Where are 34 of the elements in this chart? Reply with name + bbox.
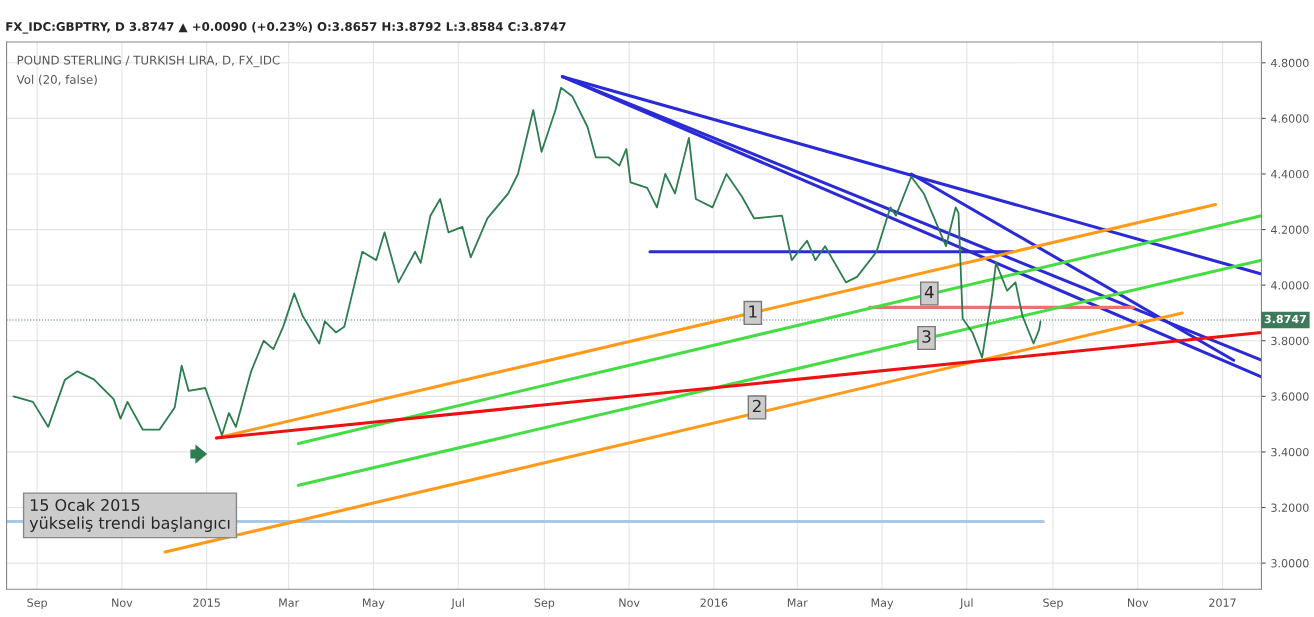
x-tick-label: Sep	[27, 598, 48, 610]
x-tick-label: Nov	[619, 598, 640, 607]
y-tick-label: 3.8000	[1271, 336, 1309, 346]
y-tick-label: 4.6000	[1271, 114, 1309, 123]
y-tick-label: 3.6000	[1271, 392, 1309, 401]
x-tick-label: Jul	[450, 598, 464, 609]
y-tick-label: 3.2000	[1271, 503, 1309, 512]
x-tick-label: Jul	[959, 598, 973, 609]
x-tick-label: Sep	[1043, 598, 1063, 610]
y-tick-label: 4.4000	[1271, 169, 1309, 179]
x-tick-label: Sep	[534, 598, 555, 610]
x-tick-label: 2017	[1209, 598, 1236, 607]
annotation: 3	[922, 330, 931, 343]
x-tick-label: Nov	[1128, 598, 1149, 607]
y-tick-label: 3.0000	[1271, 559, 1309, 568]
x-tick-label: Mar	[787, 598, 808, 607]
x-tick-label: Mar	[279, 598, 300, 607]
chart-title: FX_IDC:GBPTRY, D 3.8747 ▲ +0.0090 (+0.23%) O:3.8657 H:3.8792 L:3.8584 C:3.8747	[6, 21, 566, 34]
y-tick-label: 4.8000	[1271, 58, 1309, 68]
annotation: 2	[752, 399, 761, 413]
x-tick-label: May	[363, 598, 385, 610]
annotation: 15 Ocak 2015 yükseliş trendi başlangıcı	[29, 498, 230, 533]
ref-line-label: 3.8747	[1264, 314, 1306, 324]
text: POUND STERLING / TURKISH LIRA, D, FX_IDC	[17, 55, 280, 68]
x-tick-label: 2015	[193, 598, 220, 607]
y-tick-label: 4.2000	[1271, 225, 1309, 234]
y-tick-label: 4.0000	[1271, 281, 1309, 290]
x-tick-label: 2016	[700, 598, 728, 607]
y-tick-label: 3.4000	[1271, 447, 1309, 457]
annotation: Vol (20, false)	[16, 74, 97, 86]
x-tick-label: May	[871, 598, 894, 610]
annotation: 4	[924, 285, 934, 299]
annotation: 1	[749, 305, 757, 318]
x-tick-label: Nov	[112, 598, 133, 607]
